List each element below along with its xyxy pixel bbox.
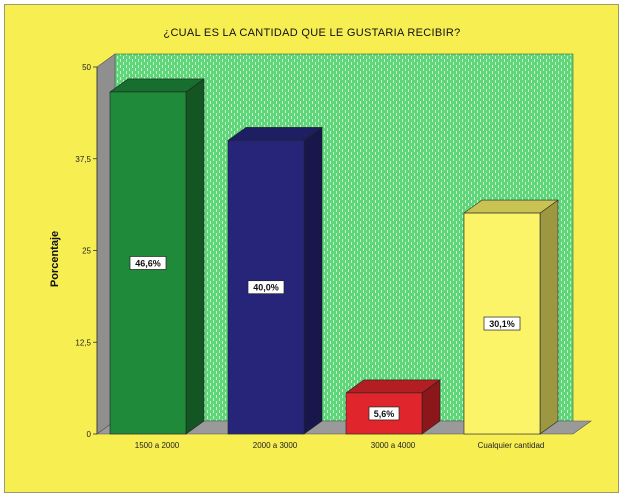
data-label: 5,6% xyxy=(374,409,395,419)
x-tick-label: Cualquier cantidad xyxy=(478,441,545,450)
x-tick-label: 3000 a 4000 xyxy=(371,441,416,450)
bar-side xyxy=(303,126,323,435)
chart-frame: ¿CUAL ES LA CANTIDAD QUE LE GUSTARIA REC… xyxy=(4,4,619,493)
y-tick-label: 37,5 xyxy=(75,155,91,164)
x-tick-label: 1500 a 2000 xyxy=(135,441,180,450)
data-label: 46,6% xyxy=(135,258,161,268)
bar-chart: ¿CUAL ES LA CANTIDAD QUE LE GUSTARIA REC… xyxy=(49,27,592,450)
chart-title: ¿CUAL ES LA CANTIDAD QUE LE GUSTARIA REC… xyxy=(163,27,460,39)
plot-area: 0 12,5 25 37,5 50 46,6% 1500 a 2000 40,0% 2000 a… xyxy=(75,53,592,450)
bar-side xyxy=(539,199,559,435)
data-label: 40,0% xyxy=(253,283,279,293)
data-label-box xyxy=(483,316,521,331)
y-axis-label: Porcentaje xyxy=(49,231,61,287)
data-label-box xyxy=(247,280,285,295)
y-tick-label: 50 xyxy=(82,63,91,72)
x-tick-label: 2000 a 3000 xyxy=(253,441,298,450)
y-tick-label: 0 xyxy=(87,430,92,439)
data-label-box xyxy=(129,256,167,270)
bar-side xyxy=(185,78,205,435)
data-label-box xyxy=(368,406,400,421)
y-tick-label: 25 xyxy=(82,247,91,256)
data-label: 30,1% xyxy=(489,319,515,329)
y-tick-label: 12,5 xyxy=(75,338,91,347)
